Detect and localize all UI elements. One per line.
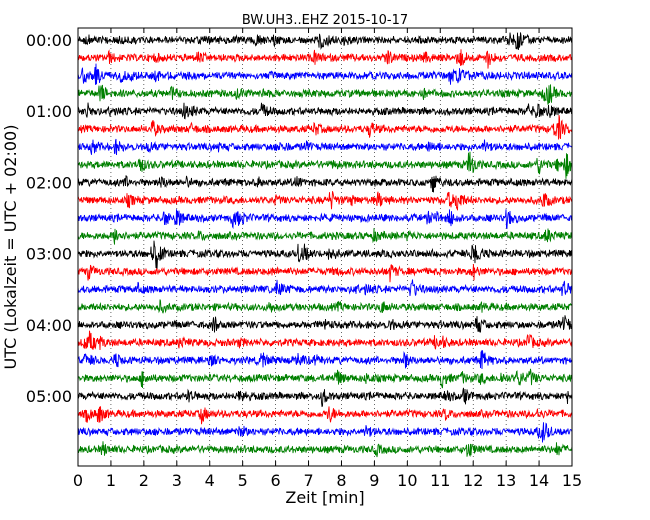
y-tick-label: 05:00 <box>26 387 72 406</box>
trace-9 <box>77 191 573 211</box>
x-axis-label: Zeit [min] <box>285 488 364 507</box>
x-tick-label: 13 <box>496 471 516 490</box>
y-axis-ticks: 00:00 01:00 02:00 03:00 04:00 05:00 <box>26 31 572 406</box>
trace-10 <box>77 209 573 230</box>
x-tick-label: 8 <box>336 471 346 490</box>
x-axis-ticks: 0 1 2 3 4 5 6 7 8 9 10 11 12 13 14 15 <box>73 28 582 490</box>
y-tick-label: 01:00 <box>26 102 72 121</box>
trace-19 <box>77 368 573 389</box>
x-tick-label: 12 <box>463 471 483 490</box>
x-tick-label: 15 <box>562 471 582 490</box>
trace-group <box>77 32 573 458</box>
x-tick-label: 4 <box>205 471 215 490</box>
x-tick-label: 5 <box>238 471 248 490</box>
trace-2 <box>77 63 573 85</box>
x-tick-label: 14 <box>529 471 549 490</box>
x-tick-label: 3 <box>172 471 182 490</box>
x-tick-label: 7 <box>303 471 313 490</box>
trace-5 <box>77 115 573 140</box>
trace-15 <box>77 299 573 314</box>
trace-16 <box>77 315 573 333</box>
y-tick-label: 03:00 <box>26 245 72 264</box>
trace-18 <box>77 349 573 370</box>
trace-1 <box>77 49 573 69</box>
trace-23 <box>77 441 573 458</box>
trace-14 <box>77 279 573 297</box>
trace-6 <box>77 138 573 156</box>
trace-8 <box>77 175 573 193</box>
x-tick-label: 2 <box>139 471 149 490</box>
y-tick-label: 04:00 <box>26 316 72 335</box>
trace-7 <box>77 151 573 179</box>
trace-13 <box>77 264 573 283</box>
x-tick-label: 10 <box>397 471 417 490</box>
x-tick-label: 0 <box>73 471 83 490</box>
trace-20 <box>77 387 573 408</box>
trace-21 <box>77 406 573 425</box>
x-tick-label: 6 <box>271 471 281 490</box>
plot-frame <box>77 27 573 467</box>
y-tick-label: 00:00 <box>26 31 72 50</box>
trace-22 <box>77 422 573 443</box>
trace-17 <box>77 330 573 351</box>
trace-0 <box>77 32 573 50</box>
trace-3 <box>77 84 573 105</box>
chart-title: BW.UH3..EHZ 2015-10-17 <box>242 13 408 28</box>
y-tick-label: 02:00 <box>26 173 72 192</box>
trace-4 <box>77 102 573 120</box>
y-axis-label: UTC (Lokalzeit = UTC + 02:00) <box>1 125 20 370</box>
trace-11 <box>77 228 573 245</box>
x-tick-label: 9 <box>369 471 379 490</box>
trace-12 <box>77 240 573 271</box>
x-tick-label: 11 <box>430 471 450 490</box>
x-tick-label: 1 <box>106 471 116 490</box>
